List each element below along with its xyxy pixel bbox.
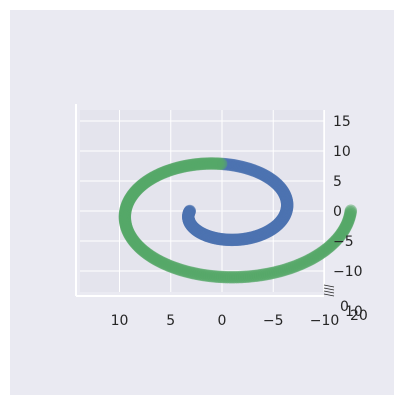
- depth-tick-mark-1: [323, 287, 335, 291]
- data-point: [344, 204, 358, 217]
- x-tick-label: 5: [166, 313, 175, 329]
- y-tick-label: 10: [333, 144, 351, 160]
- depth-tick-label: 10: [345, 304, 363, 320]
- y-tick-label: −10: [333, 264, 363, 280]
- depth-tick-mark-0: [323, 284, 335, 288]
- x-tick-label: −5: [263, 313, 284, 329]
- depth-tick-mark-3: [323, 293, 335, 297]
- y-tick-label: 0: [333, 204, 342, 220]
- depth-tick-label: 0: [340, 299, 349, 315]
- y-tick-label: 5: [333, 174, 342, 190]
- x-tick-label: −10: [310, 313, 340, 329]
- axes: [75, 104, 335, 297]
- x-tick-label: 10: [111, 313, 129, 329]
- data-points: [118, 157, 358, 284]
- depth-tick-mark-2: [323, 290, 335, 294]
- y-tick-label: 15: [333, 114, 351, 130]
- x-tick-label: 0: [218, 313, 227, 329]
- y-tick-label: −5: [333, 234, 354, 250]
- depth-tick-label: 20: [350, 308, 368, 324]
